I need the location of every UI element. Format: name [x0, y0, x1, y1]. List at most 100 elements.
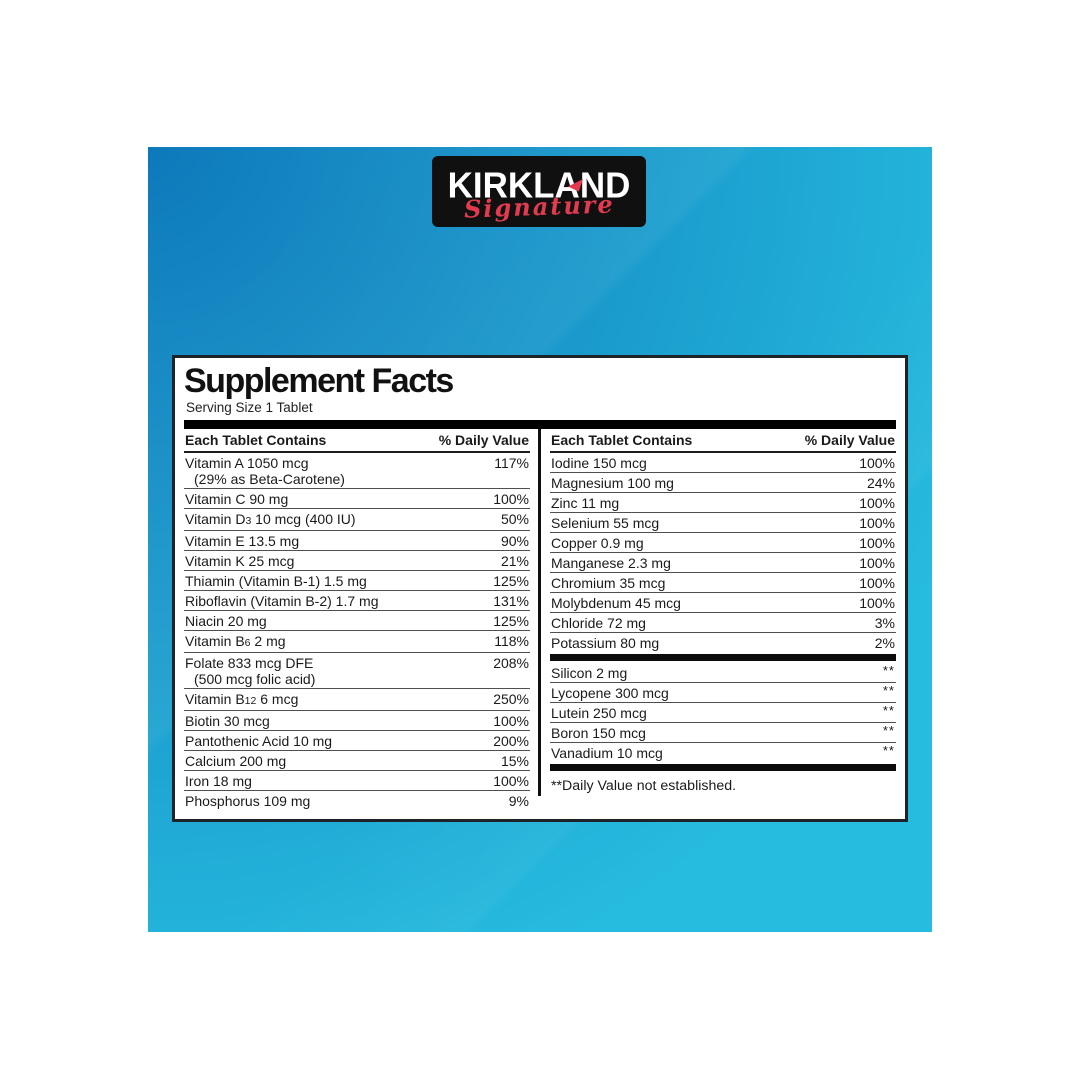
column-header-value: % Daily Value: [804, 432, 895, 448]
nutrient-row: Manganese 2.3 mg 100%: [550, 552, 896, 572]
nutrient-daily-value: 3%: [874, 614, 895, 631]
nutrient-row: Selenium 55 mcg 100%: [550, 512, 896, 532]
nutrient-label: Thiamin (Vitamin B-1) 1.5 mg: [185, 572, 367, 589]
facts-columns: Each Tablet Contains % Daily Value Vitam…: [184, 429, 896, 810]
nutrient-label: Molybdenum 45 mcg: [551, 594, 681, 611]
nutrient-label: Vitamin C 90 mg: [185, 490, 289, 507]
nutrient-daily-value: 117%: [494, 454, 529, 471]
nutrient-row: Lycopene 300 mcg **: [550, 682, 896, 702]
nutrient-daily-value: 100%: [493, 712, 529, 729]
nutrient-daily-value: 100%: [859, 454, 895, 471]
nutrient-daily-value: 24%: [866, 474, 895, 491]
nutrient-row: Lutein 250 mcg **: [550, 702, 896, 722]
nutrient-label: Vitamin K 25 mcg: [185, 552, 295, 569]
serving-size: Serving Size 1 Tablet: [186, 400, 313, 415]
nutrient-daily-value: 90%: [500, 532, 529, 549]
nutrient-row: Chromium 35 mcg 100%: [550, 572, 896, 592]
section-divider-bar: [550, 764, 896, 771]
nutrient-row: Vanadium 10 mcg **: [550, 742, 896, 762]
header-divider-bar: [184, 420, 896, 429]
nutrient-row: Vitamin E 13.5 mg 90%: [184, 530, 530, 550]
nutrient-row: Riboflavin (Vitamin B-2) 1.7 mg 131%: [184, 590, 530, 610]
nutrient-daily-value: **: [882, 722, 895, 738]
nutrient-label: Magnesium 100 mg: [551, 474, 674, 491]
nutrient-row: Vitamin C 90 mg 100%: [184, 488, 530, 508]
nutrient-label: Vitamin D3 10 mcg (400 IU): [185, 510, 356, 527]
nutrient-label: Lutein 250 mcg: [551, 704, 647, 721]
nutrient-row: Phosphorus 109 mg 9%: [184, 790, 530, 810]
nutrient-row: Vitamin B6 2 mg 118%: [184, 630, 530, 652]
nutrient-label: Riboflavin (Vitamin B-2) 1.7 mg: [185, 592, 379, 609]
nutrient-label: Boron 150 mcg: [551, 724, 646, 741]
nutrient-daily-value: 100%: [859, 494, 895, 511]
nutrient-row: Boron 150 mcg **: [550, 722, 896, 742]
blue-gradient-card: KIRKLAND Signature Supplement Facts Serv…: [148, 147, 932, 932]
nutrient-label: Vitamin B12 6 mcg: [185, 690, 299, 707]
facts-column-left: Each Tablet Contains % Daily Value Vitam…: [184, 429, 538, 810]
nutrient-label: Vanadium 10 mcg: [551, 744, 663, 761]
nutrient-daily-value: 100%: [493, 772, 529, 789]
nutrient-label: Zinc 11 mg: [551, 494, 620, 511]
column-header: Each Tablet Contains % Daily Value: [550, 429, 896, 453]
column-header-label: Each Tablet Contains: [551, 432, 693, 448]
nutrient-row: Iron 18 mg 100%: [184, 770, 530, 790]
nutrient-row: Vitamin A 1050 mcg (29% as Beta-Carotene)…: [184, 453, 530, 488]
nutrient-daily-value: 2%: [874, 634, 895, 651]
supplement-facts-panel: Supplement Facts Serving Size 1 Tablet E…: [172, 355, 908, 822]
nutrient-list-left: Vitamin A 1050 mcg (29% as Beta-Carotene)…: [184, 453, 530, 810]
nutrient-daily-value: 250%: [493, 690, 529, 707]
nutrient-row: Potassium 80 mg 2%: [550, 632, 896, 652]
daily-value-footnote: **Daily Value not established.: [551, 778, 737, 794]
nutrient-label: Niacin 20 mg: [185, 612, 267, 629]
column-header: Each Tablet Contains % Daily Value: [184, 429, 530, 453]
nutrient-daily-value: **: [882, 742, 895, 758]
nutrient-label: Phosphorus 109 mg: [185, 792, 311, 809]
nutrient-label: Chromium 35 mcg: [551, 574, 666, 591]
nutrient-label: Folate 833 mcg DFE (500 mcg folic acid): [185, 655, 487, 687]
nutrient-label-line2: (500 mcg folic acid): [194, 670, 316, 687]
nutrient-label: Biotin 30 mcg: [185, 712, 270, 729]
nutrient-row: Vitamin D3 10 mcg (400 IU) 50%: [184, 508, 530, 530]
nutrient-list-right-main: Iodine 150 mcg 100% Magnesium 100 mg 24% Zin…: [550, 453, 896, 652]
nutrient-daily-value: 100%: [859, 534, 895, 551]
panel-title: Supplement Facts: [184, 362, 454, 400]
nutrient-list-right-no-dv: Silicon 2 mg ** Lycopene 300 mcg ** Lutein 2…: [550, 663, 896, 762]
kirkland-signature-script: Signature: [463, 188, 615, 224]
nutrient-daily-value: 100%: [859, 574, 895, 591]
nutrient-daily-value: 15%: [500, 752, 529, 769]
kirkland-logo-wordmark: KIRKLAND: [447, 164, 631, 206]
nutrient-daily-value: 131%: [493, 592, 529, 609]
nutrient-daily-value: 125%: [493, 572, 529, 589]
nutrient-row: Vitamin B12 6 mcg 250%: [184, 688, 530, 710]
nutrient-label: Vitamin B6 2 mg: [185, 632, 286, 649]
kirkland-logo: KIRKLAND Signature: [432, 156, 646, 227]
nutrient-row: Biotin 30 mcg 100%: [184, 710, 530, 730]
nutrient-row: Silicon 2 mg **: [550, 663, 896, 682]
nutrient-label: Manganese 2.3 mg: [551, 554, 671, 571]
nutrient-label-line2: (29% as Beta-Carotene): [194, 470, 345, 487]
nutrient-daily-value: **: [882, 682, 895, 698]
nutrient-daily-value: 100%: [859, 554, 895, 571]
nutrient-row: Folate 833 mcg DFE (500 mcg folic acid) 20…: [184, 652, 530, 688]
section-divider-bar: [550, 654, 896, 661]
nutrient-label: Iodine 150 mcg: [551, 454, 647, 471]
nutrient-daily-value: 21%: [500, 552, 529, 569]
nutrient-row: Molybdenum 45 mcg 100%: [550, 592, 896, 612]
nutrient-label: Vitamin E 13.5 mg: [185, 532, 300, 549]
nutrient-label: Calcium 200 mg: [185, 752, 287, 769]
nutrient-row: Iodine 150 mcg 100%: [550, 453, 896, 472]
nutrient-label: Pantothenic Acid 10 mg: [185, 732, 333, 749]
nutrient-label: Selenium 55 mcg: [551, 514, 660, 531]
nutrient-daily-value: 100%: [859, 514, 895, 531]
nutrient-row: Pantothenic Acid 10 mg 200%: [184, 730, 530, 750]
nutrient-daily-value: 100%: [493, 490, 529, 507]
nutrient-daily-value: 118%: [494, 632, 529, 649]
nutrient-row: Niacin 20 mg 125%: [184, 610, 530, 630]
nutrient-label: Potassium 80 mg: [551, 634, 660, 651]
nutrient-label: Vitamin A 1050 mcg (29% as Beta-Carotene): [185, 455, 488, 487]
nutrient-label: Chloride 72 mg: [551, 614, 646, 631]
facts-column-right: Each Tablet Contains % Daily Value Iodin…: [538, 429, 896, 796]
nutrient-label: Copper 0.9 mg: [551, 534, 644, 551]
nutrient-daily-value: 208%: [493, 654, 529, 671]
